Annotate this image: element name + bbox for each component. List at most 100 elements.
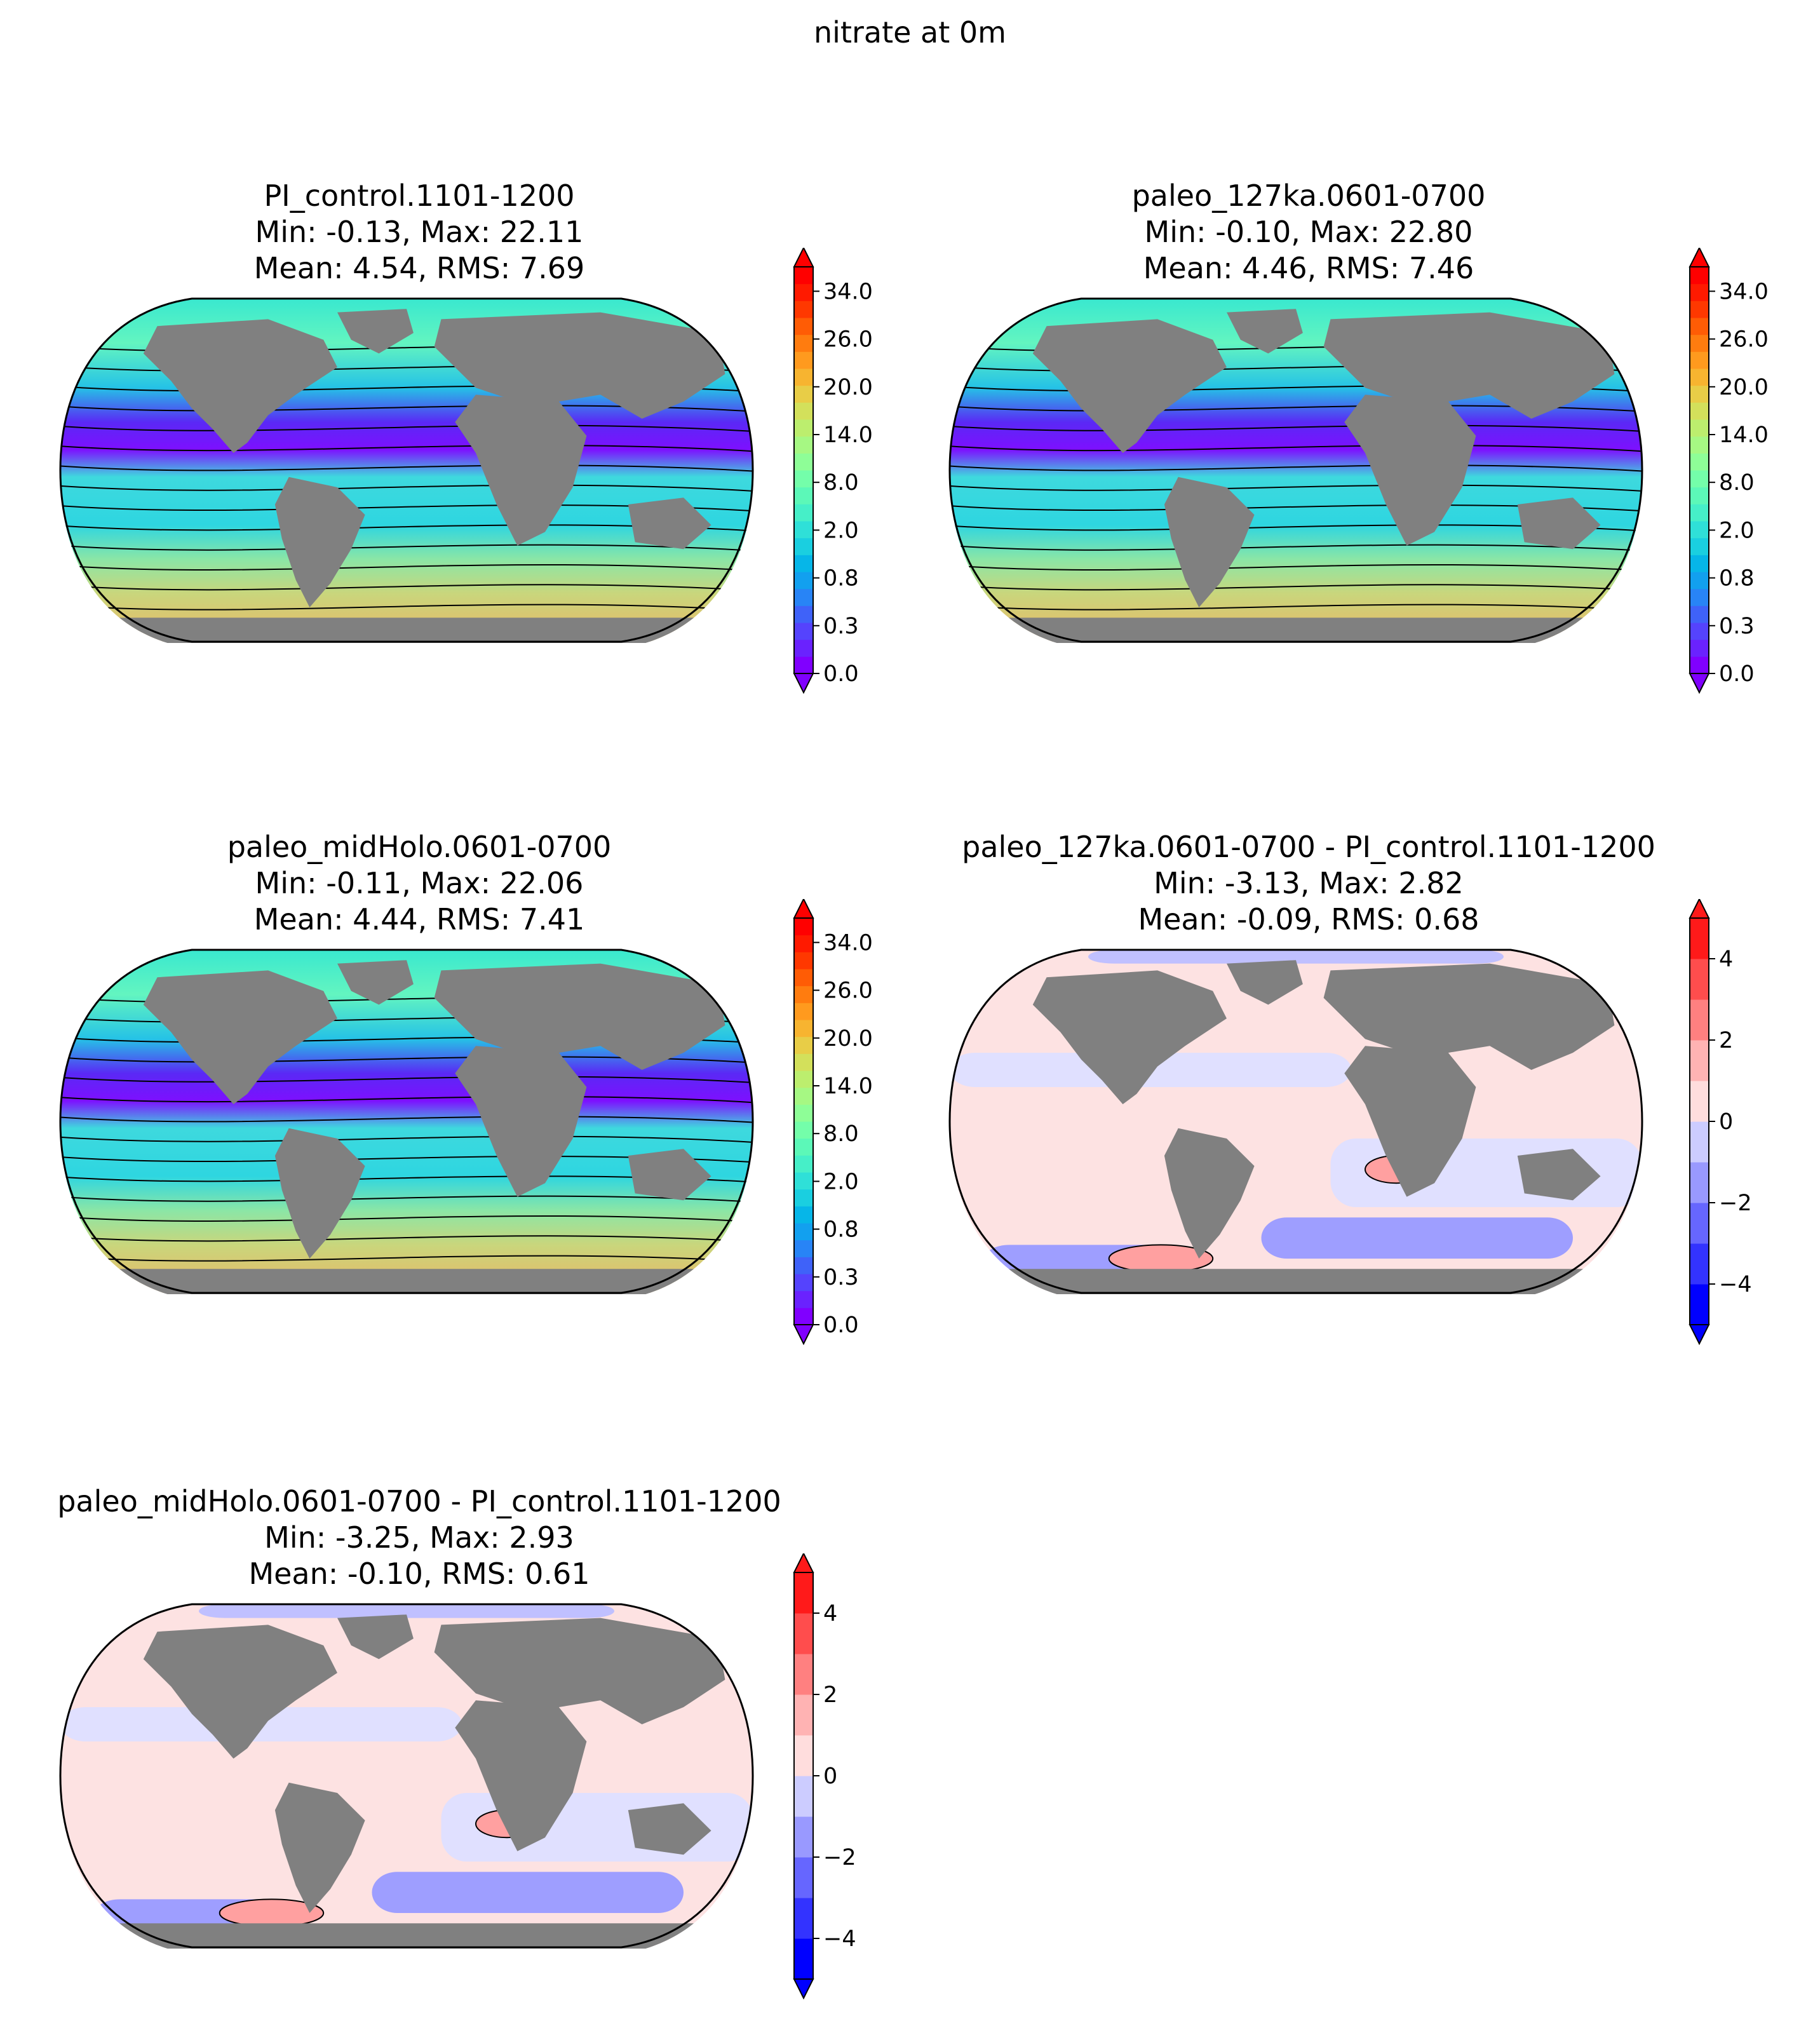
colorbar-frame	[793, 266, 814, 674]
subplot-stats: Mean: 4.54, RMS: 7.69	[253, 251, 585, 285]
land-mask	[1164, 1128, 1255, 1259]
colorbar-frame	[1689, 266, 1709, 674]
colorbar-segment	[794, 1020, 813, 1038]
colorbar-segment	[1690, 1284, 1709, 1325]
colorbar: −4 −2 0 2 4	[793, 1553, 856, 2000]
contour-line	[60, 1135, 753, 1143]
colorbar-segment	[1690, 267, 1709, 285]
colorbar-tick-label: 8.0	[823, 470, 859, 496]
colorbar-tick-label: 4	[1719, 947, 1733, 972]
colorbar-tick-label: 8.0	[823, 1121, 859, 1147]
colorbar-segment	[1690, 959, 1709, 1000]
land-mask	[1517, 497, 1601, 550]
land-mask	[434, 963, 725, 1070]
contour-line	[60, 584, 753, 592]
colorbar-segment	[794, 1206, 813, 1224]
land-mask	[1227, 960, 1303, 1005]
colorbar-tick-label: 0.0	[823, 661, 859, 687]
colorbar-segment	[794, 918, 813, 936]
colorbar-tick-label: 0.0	[1719, 661, 1755, 687]
contour-line	[60, 1116, 753, 1123]
subplot-stats: Mean: 4.44, RMS: 7.41	[253, 902, 585, 936]
colorbar-segment	[794, 318, 813, 335]
contour-line	[60, 1076, 753, 1083]
colorbar-tick-label: 20.0	[823, 1026, 873, 1051]
map-boundary	[948, 949, 1643, 1294]
colorbar-segment	[794, 1087, 813, 1105]
colorbar-segment	[794, 402, 813, 420]
contour-line	[60, 424, 753, 432]
colorbar-segment	[794, 588, 813, 606]
anomaly-region	[199, 1604, 614, 1618]
land-mask	[1164, 477, 1255, 607]
colorbar-segment	[1690, 588, 1709, 606]
map-plot	[948, 949, 1643, 1294]
map-boundary	[59, 949, 754, 1294]
colorbar-segment	[794, 267, 813, 285]
colorbar: 0.0 0.3 0.8 2.0 8.0 14.0 20.0 26.0 34.0	[793, 899, 873, 1346]
land-mask	[1344, 395, 1476, 546]
colorbar-extend-min	[793, 1978, 814, 2000]
colorbar-segment	[794, 1857, 813, 1898]
colorbar-segment	[1690, 1243, 1709, 1285]
land-mask	[1323, 312, 1615, 419]
colorbar-segment	[794, 436, 813, 454]
colorbar-tick-label: 2.0	[823, 1169, 859, 1194]
subplot-title: PI_control.1101-1200	[264, 179, 575, 213]
land-mask	[116, 618, 698, 643]
land-mask	[274, 477, 365, 607]
colorbar-tick-label: 20.0	[823, 375, 873, 400]
colorbar-tick-label: 0.8	[1719, 566, 1755, 592]
colorbar-segment	[1690, 351, 1709, 369]
colorbar-segment	[794, 368, 813, 386]
colorbar-segment	[794, 283, 813, 301]
colorbar-segment	[794, 1121, 813, 1139]
land-mask	[143, 1625, 338, 1759]
anomaly-region	[1261, 1217, 1573, 1259]
subplot-stats: Mean: -0.09, RMS: 0.68	[1138, 902, 1480, 936]
contour-line	[950, 484, 1642, 492]
land-mask	[455, 1700, 587, 1851]
colorbar-tick-label: 2.0	[1719, 518, 1755, 543]
colorbar: 0.0 0.3 0.8 2.0 8.0 14.0 20.0 26.0 34.0	[793, 248, 873, 694]
colorbar-segment	[1690, 487, 1709, 504]
colorbar-tick-label: 26.0	[823, 978, 873, 1004]
colorbar-segment	[1690, 301, 1709, 318]
subplot-stats: Min: -3.25, Max: 2.93	[264, 1520, 574, 1555]
colorbar-segment	[794, 1572, 813, 1614]
colorbar-tick-label: 14.0	[823, 1074, 873, 1099]
map-plot	[59, 949, 754, 1294]
colorbar-segment	[794, 1613, 813, 1654]
colorbar-segment	[794, 1694, 813, 1736]
subplot-title-block: paleo_127ka.0601-0700 - PI_control.1101-…	[902, 829, 1715, 938]
colorbar-segment	[794, 1172, 813, 1190]
colorbar-segment	[1690, 453, 1709, 471]
contour-line	[950, 584, 1642, 592]
colorbar-segment	[794, 1189, 813, 1207]
contour-line	[60, 1215, 753, 1223]
colorbar-segment	[794, 487, 813, 504]
colorbar-tick-label: 0	[1719, 1109, 1733, 1135]
colorbar-segment	[1690, 572, 1709, 590]
land-mask	[434, 312, 725, 419]
land-mask	[1323, 963, 1615, 1070]
land-mask	[1005, 1269, 1587, 1294]
colorbar-segment	[794, 1257, 813, 1274]
colorbar-segment	[1690, 1121, 1709, 1163]
colorbar-segment	[794, 969, 813, 987]
contour-line	[60, 564, 753, 572]
colorbar-segment	[794, 1104, 813, 1122]
colorbar-segment	[1690, 402, 1709, 420]
contour-line	[60, 484, 753, 492]
colorbar-segment	[1690, 623, 1709, 640]
colorbar-segment	[794, 1071, 813, 1088]
colorbar-segment	[1690, 436, 1709, 454]
land-mask	[337, 1614, 414, 1660]
colorbar-segment	[1690, 1081, 1709, 1122]
land-mask	[455, 395, 587, 546]
land-mask	[628, 497, 711, 550]
colorbar-extend-max	[1689, 248, 1710, 267]
colorbar-segment	[1690, 1203, 1709, 1244]
anomaly-region	[1088, 950, 1504, 964]
colorbar-tick-label: −4	[1719, 1272, 1752, 1297]
